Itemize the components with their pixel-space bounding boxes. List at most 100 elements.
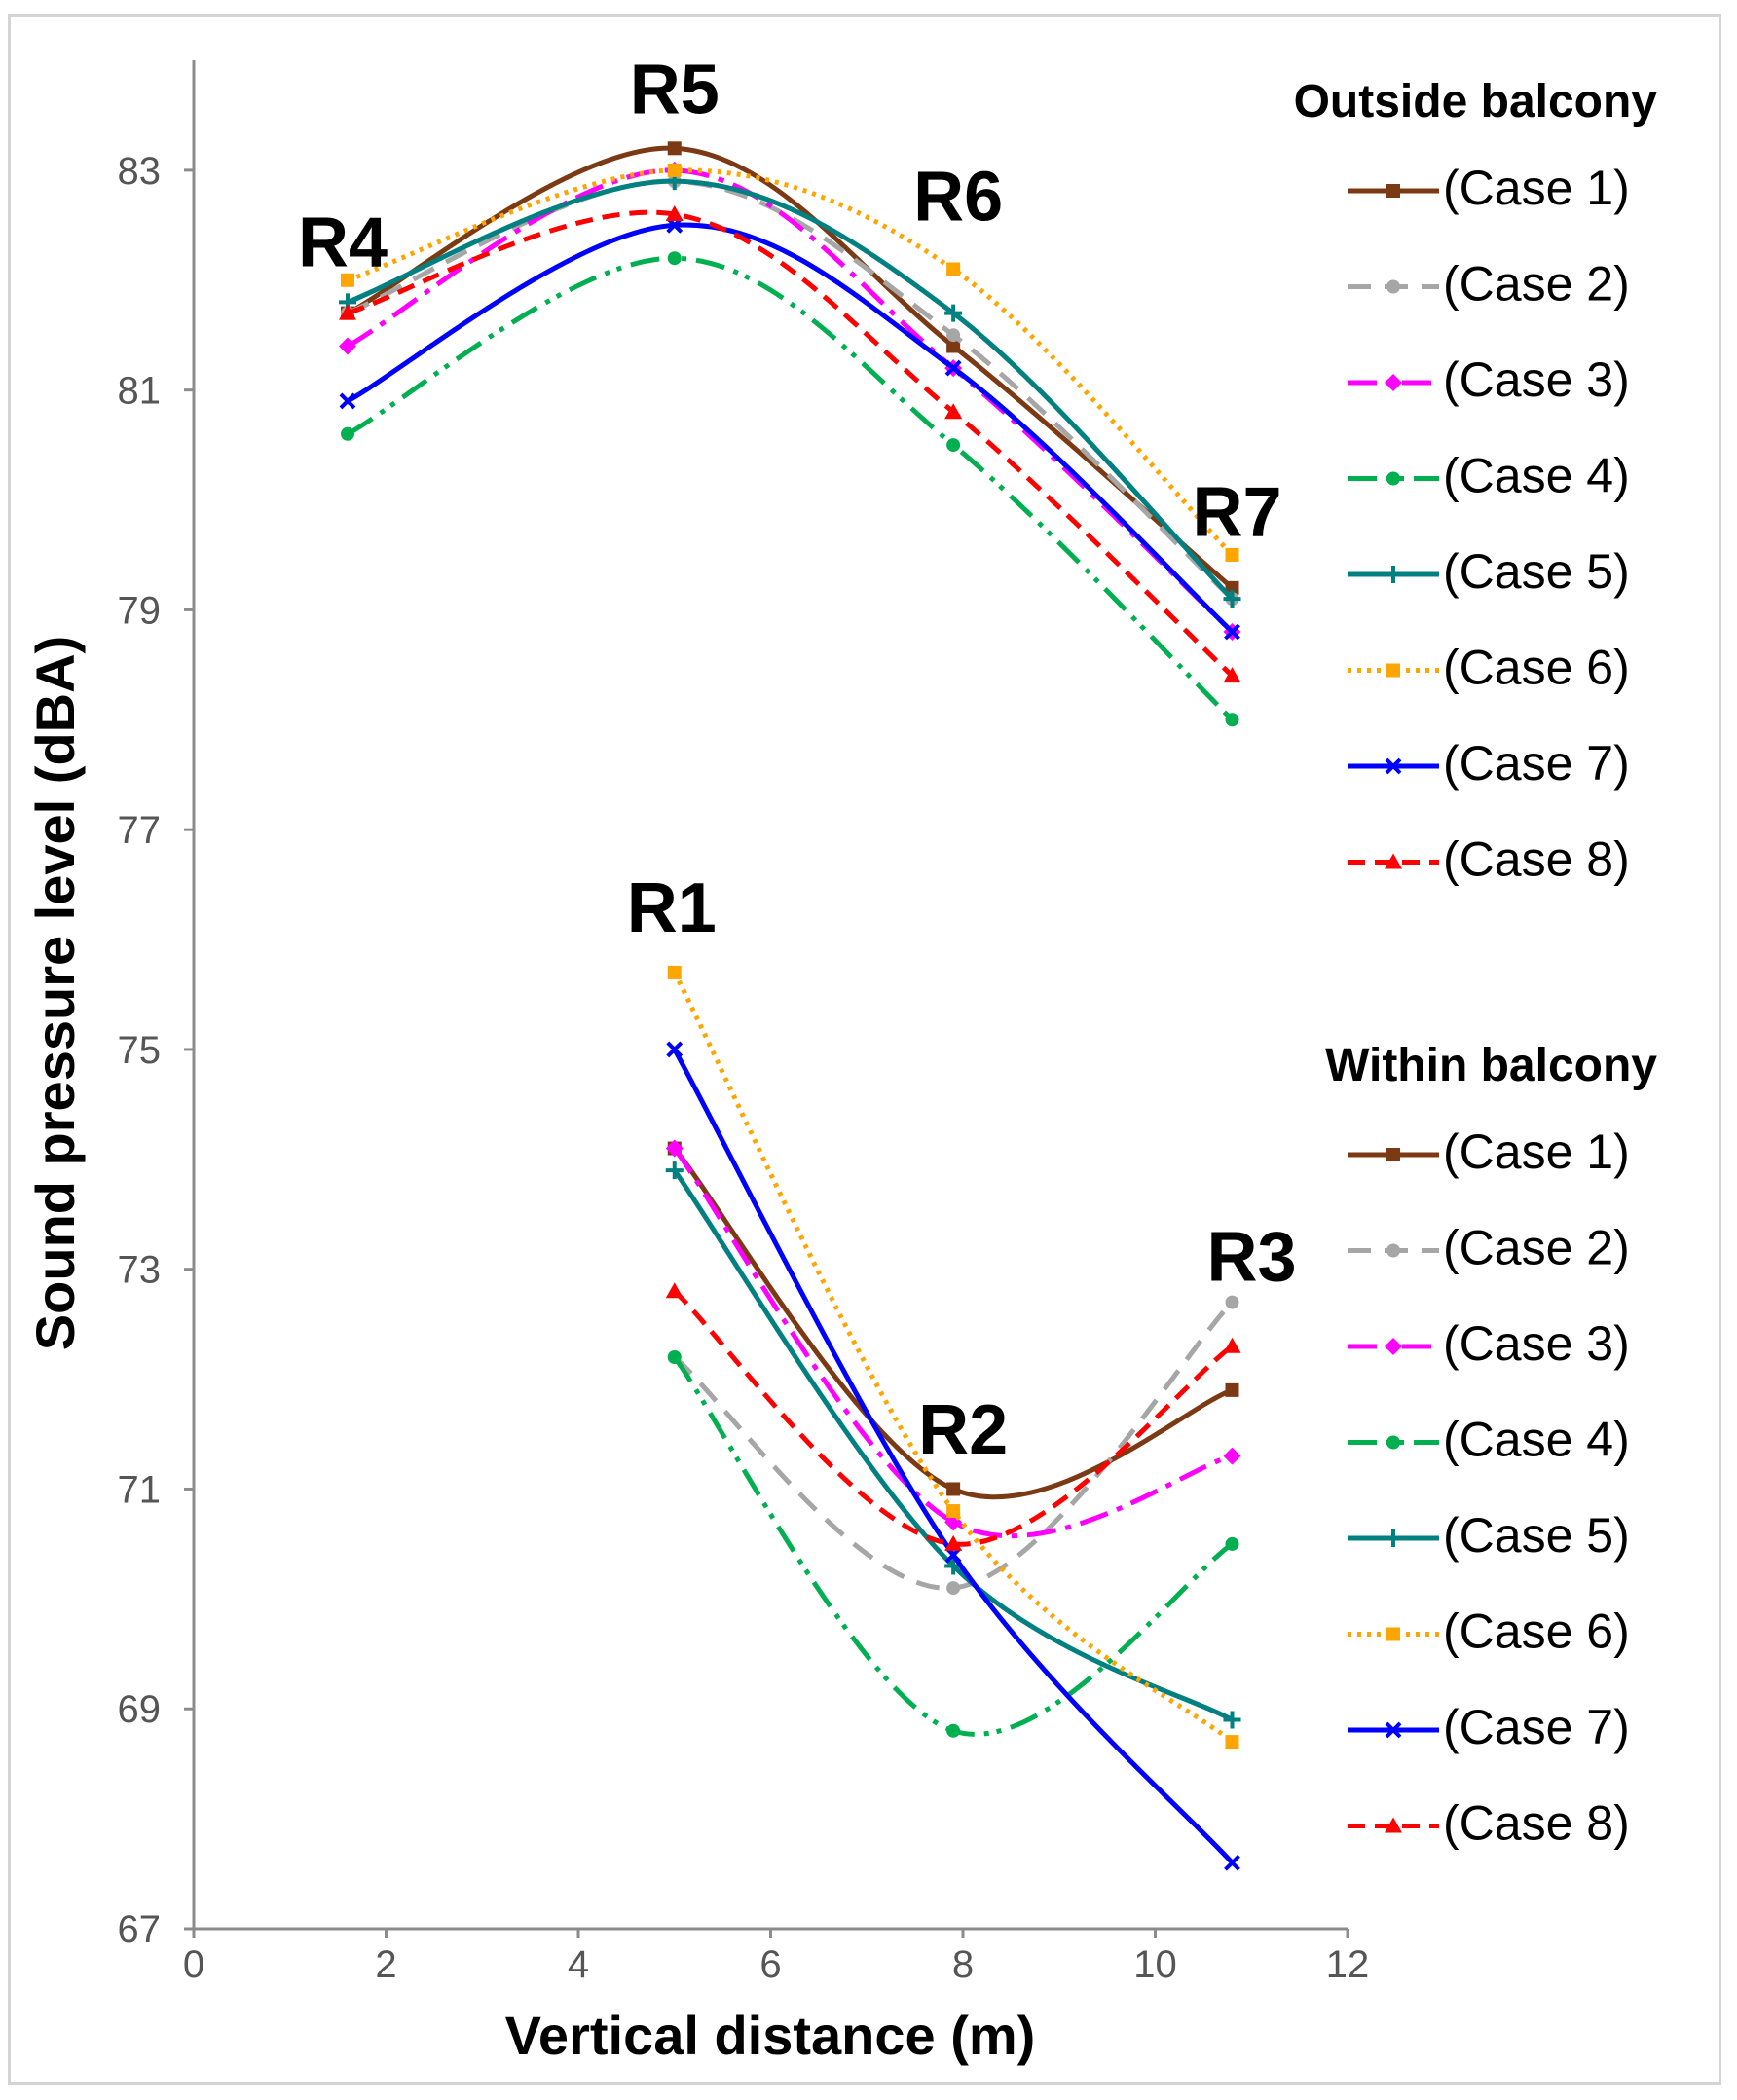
data-point-case-6 — [667, 163, 682, 177]
data-point-case-7 — [1224, 623, 1240, 641]
data-point-case-8 — [1223, 667, 1241, 683]
y-tick-label: 69 — [118, 1688, 162, 1731]
legend-marker-case-1 — [1386, 1148, 1400, 1161]
legend-label-case-1: (Case 1) — [1443, 161, 1630, 215]
data-point-case-6 — [946, 1504, 961, 1519]
data-point-case-6 — [667, 965, 682, 979]
data-point-case-2 — [1225, 1295, 1239, 1309]
legend-within-balcony: Within balcony (Case 1) (Case 2) (Case 3) (C… — [1325, 1040, 1657, 1851]
x-tick-label: 2 — [375, 1943, 396, 1986]
data-point-case-2 — [946, 1581, 961, 1596]
data-point-case-7 — [1224, 1854, 1240, 1871]
data-point-case-2 — [946, 328, 961, 343]
legend-outside-balcony: Outside balcony (Case 1) (Case 2) (Case 3) (… — [1294, 76, 1658, 887]
data-point-case-5 — [665, 1161, 684, 1180]
data-point-case-5 — [1223, 1711, 1241, 1729]
legend-marker-case-1 — [1386, 184, 1400, 198]
legend-label-case-4: (Case 4) — [1443, 449, 1630, 503]
point-label-r7: R7 — [1192, 474, 1281, 552]
data-point-case-3 — [665, 1139, 684, 1158]
x-tick-label: 0 — [183, 1943, 204, 1986]
legend-group-title: Outside balcony — [1294, 76, 1658, 128]
point-label-r2: R2 — [918, 1391, 1008, 1469]
data-point-case-6 — [341, 273, 354, 287]
data-point-case-4 — [667, 1350, 682, 1365]
y-tick-label: 67 — [118, 1908, 162, 1951]
legend-marker-case-3 — [1385, 1338, 1402, 1355]
legend-marker-case-5 — [1385, 566, 1402, 583]
data-point-case-8 — [665, 205, 684, 222]
data-point-case-7 — [339, 392, 356, 410]
y-axis-title: Sound pressure level (dBA) — [24, 636, 86, 1350]
data-point-case-8 — [665, 1282, 684, 1299]
y-tick-label: 73 — [118, 1249, 162, 1292]
legend-label-case-7: (Case 7) — [1443, 736, 1630, 791]
data-point-case-1 — [946, 339, 961, 353]
series-line-case-4 — [346, 255, 1235, 722]
data-point-case-3 — [339, 337, 356, 355]
x-tick-label: 8 — [952, 1943, 974, 1986]
series-line-case-6 — [347, 167, 1235, 557]
legend-label-case-5: (Case 5) — [1443, 1508, 1630, 1563]
point-label-r4: R4 — [298, 204, 388, 282]
data-point-case-6 — [946, 262, 961, 276]
legend-marker-case-2 — [1386, 279, 1400, 294]
data-point-case-8 — [1223, 1337, 1241, 1353]
legend-marker-case-2 — [1386, 1243, 1400, 1258]
data-point-case-6 — [1225, 547, 1239, 562]
outside-balcony-series — [339, 141, 1241, 727]
y-tick-label: 77 — [118, 809, 162, 852]
legend-label-case-3: (Case 3) — [1443, 1316, 1630, 1371]
legend-label-case-1: (Case 1) — [1443, 1124, 1630, 1179]
point-label-r6: R6 — [913, 158, 1003, 236]
within-balcony-series — [665, 965, 1241, 1871]
legend-label-case-7: (Case 7) — [1443, 1700, 1630, 1754]
legend-label-case-8: (Case 8) — [1443, 832, 1630, 887]
point-label-r1: R1 — [627, 869, 717, 947]
data-point-case-1 — [1225, 1382, 1239, 1397]
data-point-case-4 — [341, 426, 354, 441]
data-point-case-6 — [1225, 1735, 1239, 1750]
data-point-case-1 — [946, 1482, 961, 1496]
series-line-case-8 — [347, 209, 1235, 678]
data-point-case-5 — [1223, 590, 1241, 608]
y-tick-label: 83 — [118, 150, 162, 193]
legend-label-case-2: (Case 2) — [1443, 1221, 1630, 1275]
legend-marker-case-8 — [1385, 1817, 1402, 1833]
point-label-r5: R5 — [630, 51, 720, 129]
legend-marker-case-4 — [1386, 471, 1400, 486]
legend-label-case-3: (Case 3) — [1443, 352, 1630, 407]
legend-marker-case-4 — [1386, 1435, 1400, 1450]
data-point-case-7 — [944, 359, 962, 377]
chart-frame — [8, 14, 1721, 2085]
y-tick-label: 81 — [118, 370, 162, 413]
data-point-case-8 — [944, 1534, 963, 1551]
series-line-case-1 — [346, 145, 1235, 590]
legend-label-case-6: (Case 6) — [1443, 641, 1630, 695]
data-point-case-4 — [1225, 1536, 1239, 1551]
data-point-case-4 — [1225, 713, 1239, 727]
series-line-case-6 — [672, 971, 1235, 1745]
y-tick-label: 79 — [118, 589, 162, 632]
series-line-case-3 — [672, 1147, 1234, 1539]
axes — [192, 60, 1348, 1931]
data-point-case-1 — [667, 141, 682, 156]
data-point-case-5 — [944, 304, 963, 322]
legend-marker-case-6 — [1386, 663, 1400, 678]
x-tick-label: 12 — [1326, 1943, 1370, 1986]
series-line-case-2 — [347, 178, 1235, 601]
legend-group-title: Within balcony — [1325, 1040, 1657, 1091]
point-label-r3: R3 — [1206, 1219, 1296, 1297]
legend-marker-case-5 — [1385, 1529, 1402, 1547]
legend-label-case-8: (Case 8) — [1443, 1796, 1630, 1851]
series-layer — [339, 141, 1241, 1871]
data-point-case-8 — [944, 403, 963, 420]
x-tick-label: 4 — [568, 1943, 589, 1986]
legend-label-case-6: (Case 6) — [1443, 1604, 1630, 1659]
y-ticks: 67 69 71 73 75 77 79 81 83 — [118, 150, 194, 1951]
data-point-case-4 — [946, 438, 961, 453]
series-line-case-5 — [347, 178, 1235, 601]
data-point-case-3 — [1223, 1447, 1241, 1465]
x-axis-title: Vertical distance (m) — [505, 2005, 1036, 2066]
data-point-case-4 — [667, 251, 682, 266]
